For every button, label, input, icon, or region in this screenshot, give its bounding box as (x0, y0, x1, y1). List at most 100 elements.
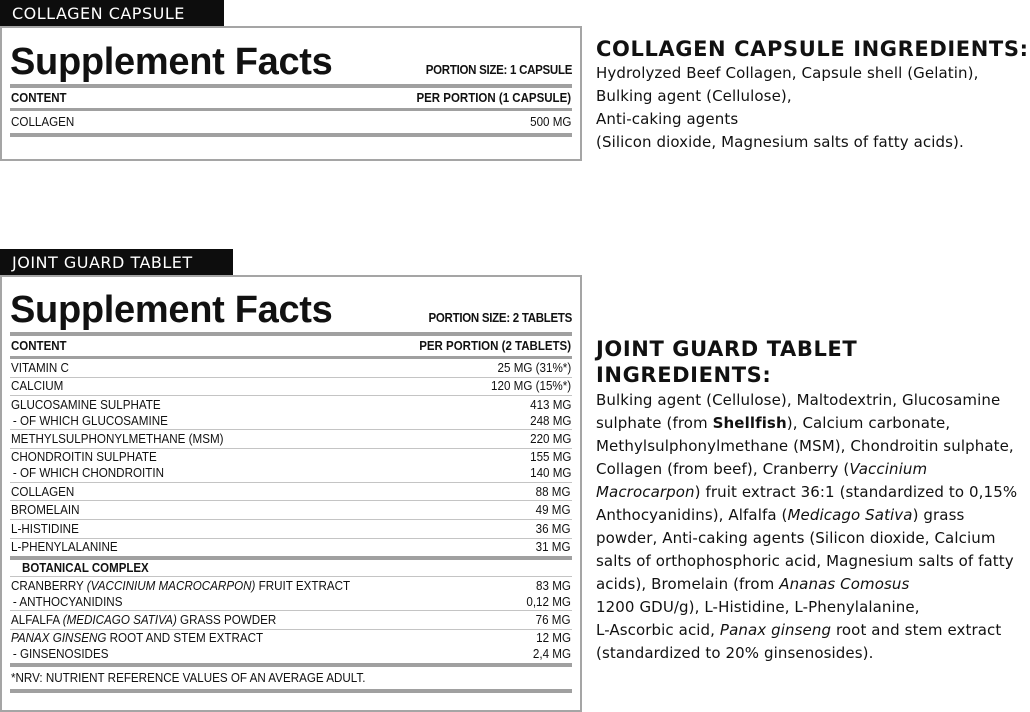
row-name: L-HISTIDINE (11, 521, 79, 537)
text-segment: ), Calcium carbonate, Methylsulphonylmet… (596, 414, 1014, 478)
text-segment: METHYLSULPHONYLMETHANE (MSM) (11, 431, 224, 446)
divider (10, 556, 572, 561)
text-segment: Bulking agent (Cellulose), Maltodextrin,… (596, 391, 1001, 432)
joint-supplement-facts: Supplement Facts PORTION SIZE: 2 TABLETS… (0, 275, 582, 712)
text-segment: FRUIT EXTRACT (255, 578, 351, 593)
table-row: ALFALFA (MEDICAGO SATIVA) GRASS POWDER 76… (10, 611, 572, 630)
table-row: COLLAGEN 500 MG (10, 111, 572, 133)
collagen-ingredients-text: Hydrolyzed Beef Collagen, Capsule shell … (596, 62, 1030, 154)
sub-row-name: - GINSENOSIDES (12, 647, 109, 662)
botanical-title: BOTANICAL COMPLEX (22, 561, 149, 576)
row-value: 12 MG 2,4 MG (532, 631, 571, 662)
per-portion-header: PER PORTION (2 TABLETS) (419, 339, 571, 353)
text-segment: ) grass powder, Anti-caking agents (Sili… (596, 506, 1014, 593)
row-name: METHYLSULPHONYLMETHANE (MSM) (11, 431, 224, 447)
text-segment: 1200 GDU/g), L-Histidine, L-Phenylalanin… (596, 598, 920, 639)
row-value: 76 MG (536, 612, 571, 627)
row-name: CALCIUM (11, 378, 63, 394)
row-value: 49 MG (536, 503, 571, 518)
row-value: 25 MG (31%*) (497, 360, 571, 375)
row-value: 155 MG 140 MG (529, 450, 571, 481)
text-segment: Ananas Comosus (779, 575, 910, 593)
title-row: Supplement Facts PORTION SIZE: 1 CAPSULE (10, 28, 572, 84)
table-row: COLLAGEN 88 MG (10, 483, 572, 502)
nutrient-rows: VITAMIN C 25 MG (31%*) CALCIUM 120 MG (15%*… (10, 359, 572, 558)
sub-row-name: - ANTHOCYANIDINS (12, 594, 123, 609)
row-value: 220 MG (529, 431, 571, 446)
text-segment: ALFALFA (11, 612, 63, 627)
table-row: BROMELAIN 49 MG (10, 501, 572, 520)
row-value: 36 MG (536, 521, 571, 536)
text-segment: (VACCINIUM MACROCARPON) (86, 578, 256, 593)
text-segment: L-HISTIDINE (11, 521, 79, 536)
text-segment: GLUCOSAMINE SULPHATE (11, 397, 161, 412)
sub-row-value: 0,12 MG (526, 594, 571, 609)
row-value: 31 MG (536, 540, 571, 555)
content-header: CONTENT (11, 339, 67, 353)
botanical-rows: CRANBERRY (VACCINIUM MACROCARPON) FRUIT … (10, 576, 572, 664)
table-row: CALCIUM 120 MG (15%*) (10, 378, 572, 397)
text-segment: PANAX GINSENG (11, 631, 107, 646)
joint-ingredients: JOINT GUARD TABLET INGREDIENTS: Bulking … (596, 336, 1030, 665)
portion-size: PORTION SIZE: 1 CAPSULE (425, 63, 573, 77)
footnote: *NRV: NUTRIENT REFERENCE VALUES OF AN AV… (10, 667, 572, 689)
title-row: Supplement Facts PORTION SIZE: 2 TABLETS (10, 277, 572, 332)
botanical-header: BOTANICAL COMPLEX (10, 560, 572, 576)
row-name: ALFALFA (MEDICAGO SATIVA) GRASS POWDER (11, 612, 276, 628)
row-name: VITAMIN C (11, 360, 69, 376)
text-segment: (MEDICAGO SATIVA) (62, 612, 177, 627)
divider (10, 662, 572, 667)
row-name: L-PHENYLALANINE (11, 539, 118, 555)
row-name: CHONDROITIN SULPHATE - OF WHICH CHONDROI… (11, 449, 164, 481)
table-row: CRANBERRY (VACCINIUM MACROCARPON) FRUIT … (10, 577, 572, 612)
text-segment: CRANBERRY (11, 578, 87, 593)
joint-guard-tag: JOINT GUARD TABLET (0, 249, 233, 275)
divider (10, 108, 572, 111)
collagen-supplement-facts: Supplement Facts PORTION SIZE: 1 CAPSULE… (0, 26, 582, 161)
row-name: BROMELAIN (11, 502, 79, 518)
collagen-capsule-tag: COLLAGEN CAPSULE (0, 0, 224, 26)
text-segment: Medicago Sativa (787, 506, 913, 524)
text-segment: Panax ginseng (719, 621, 832, 639)
row-name: COLLAGEN (11, 115, 75, 129)
sub-row-value: 2,4 MG (532, 647, 571, 662)
joint-ingredients-title: JOINT GUARD TABLET INGREDIENTS: (596, 337, 858, 387)
facts-title: Supplement Facts (10, 289, 333, 331)
text-segment: VITAMIN C (11, 360, 69, 375)
text-segment: Shellfish (712, 414, 787, 432)
table-row: CHONDROITIN SULPHATE - OF WHICH CHONDROI… (10, 449, 572, 483)
row-name: GLUCOSAMINE SULPHATE - OF WHICH GLUCOSAM… (11, 397, 168, 429)
footnote-text: *NRV: NUTRIENT REFERENCE VALUES OF AN AV… (11, 670, 366, 685)
table-row: PANAX GINSENG ROOT AND STEM EXTRACT - GI… (10, 630, 572, 664)
divider (10, 133, 572, 137)
table-header: CONTENT PER PORTION (1 CAPSULE) (10, 88, 572, 108)
row-value: 413 MG 248 MG (529, 397, 571, 428)
text-segment: Hydrolyzed Beef Collagen, Capsule shell … (596, 64, 979, 151)
table-header: CONTENT PER PORTION (2 TABLETS) (10, 336, 572, 356)
text-segment: Vaccinium Macrocarpon (596, 460, 928, 501)
collagen-ingredients: COLLAGEN CAPSULE INGREDIENTS: Hydrolyzed… (596, 36, 1030, 154)
sub-row-value: 248 MG (529, 413, 571, 428)
sub-row-name: - OF WHICH GLUCOSAMINE (12, 413, 168, 428)
joint-ingredients-text: Bulking agent (Cellulose), Maltodextrin,… (596, 389, 1030, 665)
text-segment: GRASS POWDER (176, 612, 277, 627)
text-segment: ROOT AND STEM EXTRACT (106, 631, 264, 646)
text-segment: root and stem extract (standardized to 2… (596, 621, 1002, 662)
row-value: 83 MG 0,12 MG (526, 578, 571, 609)
text-segment: CALCIUM (11, 379, 64, 394)
table-row: L-PHENYLALANINE 31 MG (10, 539, 572, 558)
text-segment: BROMELAIN (11, 503, 80, 518)
collagen-ingredients-title: COLLAGEN CAPSULE INGREDIENTS: (596, 37, 1029, 61)
sub-row-name: - OF WHICH CHONDROITIN (12, 466, 164, 481)
row-name: CRANBERRY (VACCINIUM MACROCARPON) FRUIT … (11, 578, 350, 610)
text-segment: ) fruit extract 36:1 (standardized to 0,… (596, 483, 1018, 524)
portion-size: PORTION SIZE: 2 TABLETS (428, 311, 572, 325)
row-name: PANAX GINSENG ROOT AND STEM EXTRACT - GI… (11, 630, 263, 662)
table-row: VITAMIN C 25 MG (31%*) (10, 359, 572, 378)
text-segment: CHONDROITIN SULPHATE (11, 450, 157, 465)
divider (10, 356, 572, 359)
text-segment: COLLAGEN (11, 484, 75, 499)
content-header: CONTENT (11, 91, 67, 105)
row-name: COLLAGEN (11, 484, 74, 500)
divider (10, 688, 572, 693)
